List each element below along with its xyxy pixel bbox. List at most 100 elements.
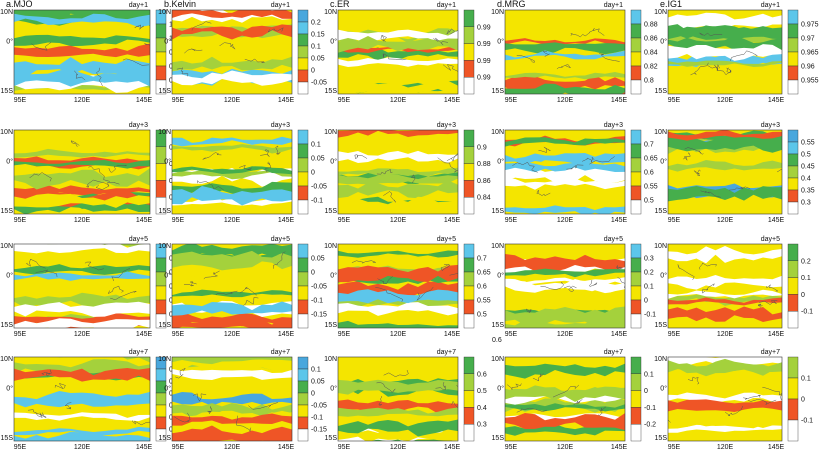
colorbar-box [297, 313, 309, 329]
lon-label: 120E [224, 444, 241, 451]
colorbar-box [630, 271, 642, 287]
coastline [378, 396, 383, 406]
coastline [682, 152, 691, 161]
colorbar-box [787, 165, 799, 179]
lon-label: 95E [338, 217, 351, 224]
contour-band [338, 180, 458, 199]
contour-band [338, 426, 458, 441]
map [338, 10, 458, 94]
colorbar-box [787, 79, 799, 95]
lat-label: 15S [655, 322, 668, 329]
coastline [184, 48, 203, 54]
colorbar-tick-label: -0.1 [801, 309, 813, 316]
map [668, 10, 782, 94]
colorbar-tick-label: 0.65 [644, 156, 658, 163]
lon-label: 120E [717, 217, 734, 224]
coastline [183, 281, 197, 287]
colorbar-box [463, 271, 475, 287]
colorbar-tick-label: -0.15 [311, 312, 327, 319]
contour-band [505, 161, 625, 173]
colorbar-box [463, 285, 475, 301]
contour-band [668, 25, 782, 40]
colorbar-box [463, 196, 475, 215]
colorbar-box [787, 311, 799, 329]
colorbar-tick-label: 0.05 [311, 379, 325, 386]
coastline [570, 32, 591, 38]
contour-band [14, 13, 150, 28]
lead-label: day+7 [604, 349, 623, 356]
colorbar-box [463, 9, 475, 27]
colorbar-tick-label: 0 [311, 391, 315, 398]
colorbar-tick-label: -0.1 [644, 405, 656, 412]
contour-band [172, 357, 292, 366]
coastline [74, 70, 86, 81]
contour-band [14, 43, 150, 58]
map-frame [504, 9, 626, 95]
lon-label: 145E [278, 444, 295, 451]
lon-label: 95E [172, 97, 185, 104]
lon-label: 145E [444, 217, 461, 224]
lat-label: 15S [492, 322, 505, 329]
coastline [239, 286, 257, 296]
colorbar-tick-label: -0.15 [311, 427, 327, 434]
colorbar-tick-label: 0.82 [644, 64, 658, 71]
colorbar-tick-label: 0.88 [644, 22, 658, 29]
colorbar-tick-label: -0.1 [311, 298, 323, 305]
lon-label: 120E [74, 444, 91, 451]
coastline [96, 67, 103, 87]
map-frame [337, 9, 459, 95]
lon-label: 95E [338, 331, 351, 338]
colorbar-tick-label: 0.65 [477, 270, 491, 277]
coastline [516, 407, 547, 413]
coastline [351, 260, 376, 264]
colorbar-tick-label: 0.84 [644, 50, 658, 57]
colorbar-tick-label: 0.05 [311, 56, 325, 63]
lon-label: 95E [172, 217, 185, 224]
contour-band [338, 45, 458, 61]
contour-band [14, 57, 150, 78]
contour-band [14, 431, 150, 441]
colorbar-tick-label: -0.05 [311, 403, 327, 410]
colorbar-tick-label: -0.1 [311, 198, 323, 205]
colorbar-tick-label: 0.2 [311, 20, 321, 27]
colorbar-tick-label: 0.8 [644, 78, 654, 85]
contour-band [172, 315, 292, 328]
coastline [219, 42, 236, 50]
colorbar-box [297, 9, 309, 23]
colorbar-tick-label: 0.88 [477, 161, 491, 168]
coastline [35, 412, 44, 418]
contour-band [505, 83, 625, 94]
lat-label: 10N [0, 243, 13, 250]
contour-band [505, 38, 625, 48]
coastline [699, 32, 723, 37]
colorbar-tick-label: 0.3 [477, 422, 487, 429]
colorbar-box [630, 23, 642, 39]
lat-label: 10N [0, 356, 13, 363]
lat-label: 0° [497, 158, 504, 166]
colorbar-tick-label: 0.4 [801, 176, 811, 183]
lat-label: 15S [159, 88, 172, 95]
colorbar-box [155, 257, 167, 273]
lon-label: 145E [278, 331, 295, 338]
contour-band [668, 275, 782, 290]
colorbar-tick-label: -0.1 [311, 415, 323, 422]
colorbar-box [630, 171, 642, 187]
lon-label: 95E [172, 444, 185, 451]
colorbar-tick-label: 0.84 [477, 195, 491, 202]
colorbar-box [297, 57, 309, 71]
colorbar-box [787, 398, 799, 421]
lon-label: 120E [717, 331, 734, 338]
colorbar-tick-label: 0.1 [311, 367, 321, 374]
contour-band [505, 50, 625, 61]
contour-band [14, 271, 150, 281]
colorbar-box [297, 69, 309, 83]
lon-label: 95E [668, 331, 681, 338]
colorbar-tick-label: 0.97 [801, 36, 815, 43]
contour-band [668, 60, 782, 68]
colorbar-box [630, 299, 642, 315]
colorbar-tick-label: 1 [169, 36, 173, 43]
lat-label: 0° [6, 38, 13, 46]
map [14, 244, 150, 328]
map-frame [171, 356, 293, 442]
colorbar-box [155, 392, 167, 406]
